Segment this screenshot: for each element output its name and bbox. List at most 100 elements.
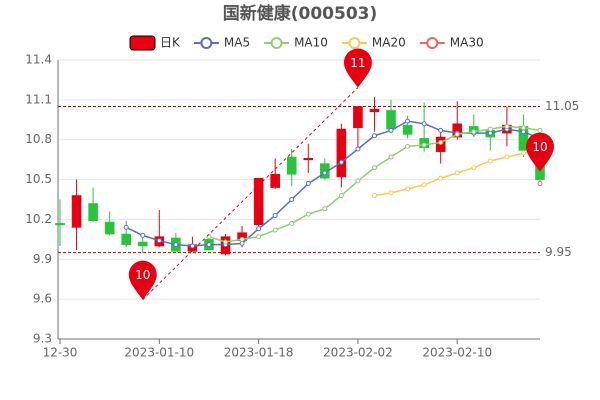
y-tick-label: 10.5 xyxy=(25,172,52,186)
ma-point xyxy=(438,175,444,181)
candle-body xyxy=(270,173,280,188)
ma-point xyxy=(371,133,377,139)
ma-point xyxy=(223,239,229,245)
ma-point xyxy=(256,234,262,240)
candle-body xyxy=(71,195,82,228)
ma-point xyxy=(471,165,477,171)
candle-body xyxy=(303,158,314,161)
x-tick-label: 2023-01-18 xyxy=(224,346,294,360)
ma-point xyxy=(421,121,427,127)
ma-point xyxy=(140,232,146,238)
mark-pin xyxy=(128,260,157,300)
ma-point xyxy=(454,170,460,176)
legend-label: MA30 xyxy=(450,36,484,50)
mark-pin xyxy=(343,48,372,88)
candle-body xyxy=(121,233,132,245)
candle-body xyxy=(369,108,380,113)
chart-title: 国新健康(000503) xyxy=(223,3,378,24)
ma-line xyxy=(125,120,541,247)
ma-point xyxy=(239,240,245,246)
x-tick-label: 2023-01-10 xyxy=(124,346,194,360)
y-tick-label: 9.6 xyxy=(33,292,52,306)
ma-point xyxy=(537,181,543,187)
ma-point xyxy=(322,206,328,212)
legend-label: MA5 xyxy=(224,36,250,50)
ma-point xyxy=(305,211,311,217)
legend-icon xyxy=(129,35,156,51)
mark-connector xyxy=(142,87,359,300)
x-tick-label: 12-30 xyxy=(43,346,78,360)
ma-point xyxy=(471,129,477,135)
ma-point xyxy=(355,178,361,184)
ma-point xyxy=(272,212,278,218)
y-tick-label: 11.1 xyxy=(25,92,52,106)
ma-point xyxy=(123,224,129,230)
candle-body xyxy=(336,128,347,178)
ma-point xyxy=(371,165,377,171)
candle-body xyxy=(137,241,148,247)
ma-point xyxy=(520,129,526,135)
ma-point xyxy=(487,130,493,136)
ma-point xyxy=(256,226,262,232)
ma-point xyxy=(504,123,510,129)
ma-point xyxy=(421,142,427,148)
ma-point xyxy=(388,127,394,133)
candle-body xyxy=(353,106,363,129)
candle-body xyxy=(452,123,463,138)
candle-body xyxy=(286,156,297,175)
ma-point xyxy=(371,193,377,199)
ma-point xyxy=(405,118,411,124)
y-tick-label: 11.4 xyxy=(25,53,52,67)
mark-pin xyxy=(526,132,554,172)
ma-point xyxy=(305,181,311,187)
legend-label: 日K xyxy=(160,36,181,50)
ma-point xyxy=(289,220,295,226)
candle-body xyxy=(402,124,413,135)
ma-point xyxy=(421,182,427,188)
ma-point xyxy=(289,197,295,202)
ma-point xyxy=(487,158,493,164)
ma-point xyxy=(338,159,344,165)
ma-point xyxy=(272,227,278,233)
ma-point xyxy=(388,190,394,196)
legend-icon xyxy=(348,37,361,49)
candle-body xyxy=(55,223,65,226)
mark-line-label: 9.95 xyxy=(545,245,572,259)
ma-point xyxy=(239,236,245,242)
legend-icon xyxy=(200,37,213,49)
y-tick-label: 10.2 xyxy=(25,212,52,226)
ma-point xyxy=(504,154,510,160)
mark-pin-label: 10 xyxy=(135,268,150,282)
legend-icon xyxy=(270,37,283,49)
ma-point xyxy=(322,170,328,176)
ma-point xyxy=(520,125,526,131)
ma-point xyxy=(388,154,394,160)
candle-body xyxy=(88,203,98,222)
ma-point xyxy=(520,150,526,156)
mark-line-label: 11.05 xyxy=(545,99,579,113)
ma-point xyxy=(338,193,344,199)
y-tick-label: 10.8 xyxy=(25,132,52,146)
candle-body xyxy=(253,177,264,226)
ma-point xyxy=(156,238,162,244)
mark-pin-label: 11 xyxy=(350,56,365,70)
ma-point xyxy=(405,186,411,192)
ma-point xyxy=(438,139,444,145)
ma-point xyxy=(438,127,444,133)
candle-body xyxy=(386,110,396,130)
ma-point xyxy=(487,126,493,132)
legend-label: MA10 xyxy=(294,36,328,50)
ma-point xyxy=(189,243,195,249)
y-tick-label: 9.3 xyxy=(33,332,52,346)
legend-icon xyxy=(426,37,439,49)
ma-point xyxy=(206,242,212,248)
ma-point xyxy=(537,127,543,133)
x-tick-label: 2023-02-10 xyxy=(422,346,492,360)
ma-point xyxy=(454,131,460,137)
x-tick-label: 2023-02-02 xyxy=(323,346,393,360)
ma-point xyxy=(355,146,361,152)
y-tick-label: 9.9 xyxy=(33,252,52,266)
ma-point xyxy=(173,242,179,248)
mark-pin-label: 10 xyxy=(532,140,547,154)
